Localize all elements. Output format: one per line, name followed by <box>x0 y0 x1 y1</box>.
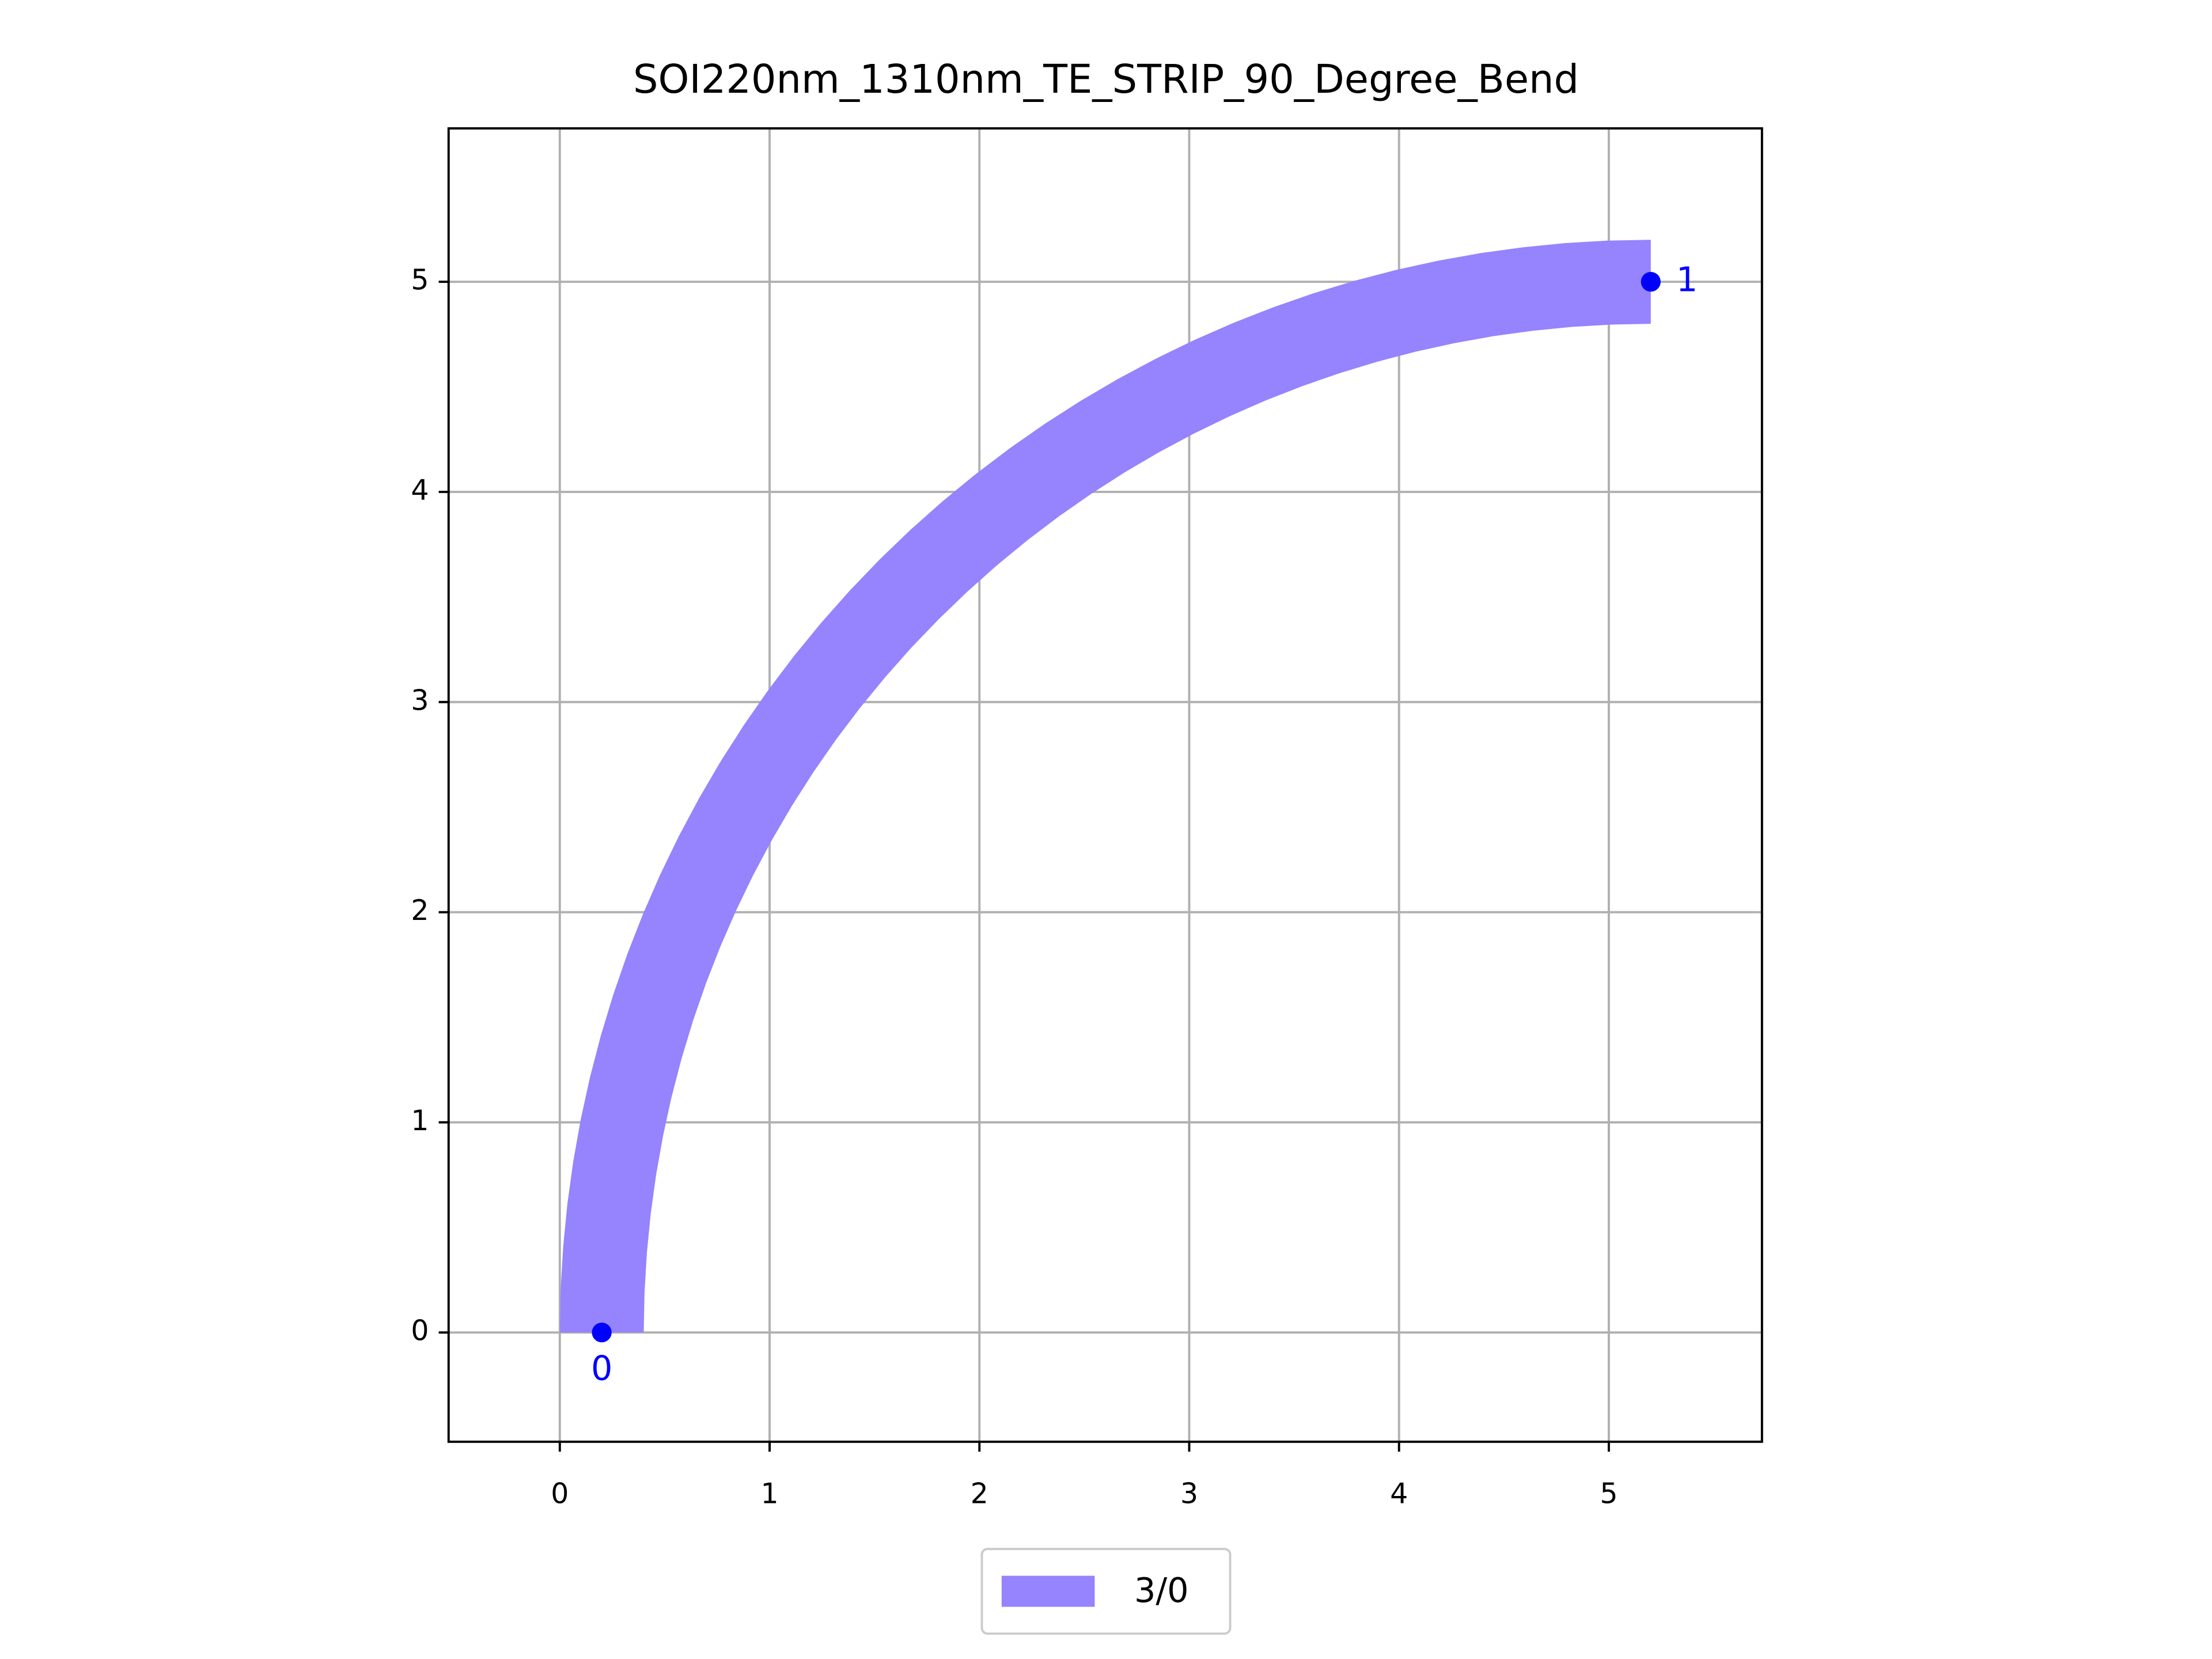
y-tick-label: 0 <box>411 1315 429 1347</box>
chart-title: SOI220nm_1310nm_TE_STRIP_90_Degree_Bend <box>633 56 1579 103</box>
x-tick-label: 3 <box>1180 1477 1198 1510</box>
port-label: 1 <box>1676 259 1698 299</box>
legend-label: 3/0 <box>1134 1570 1189 1610</box>
y-tick-label: 5 <box>411 264 429 297</box>
x-tick-label: 5 <box>1600 1477 1618 1510</box>
y-tick-label: 3 <box>411 684 429 717</box>
x-tick-label: 0 <box>551 1477 569 1510</box>
legend-swatch <box>1001 1575 1095 1607</box>
port-label: 0 <box>591 1348 612 1388</box>
port-marker <box>592 1323 612 1343</box>
axes-frame <box>447 127 1763 1443</box>
legend-box <box>980 1548 1232 1635</box>
x-tick-label: 4 <box>1390 1477 1408 1510</box>
y-tick-label: 1 <box>411 1104 429 1137</box>
x-tick-label: 1 <box>760 1477 778 1510</box>
waveguide <box>559 240 1651 1333</box>
port-marker <box>1641 272 1661 292</box>
x-tick-label: 2 <box>971 1477 988 1510</box>
y-tick-label: 4 <box>411 474 429 506</box>
y-tick-label: 2 <box>411 894 429 927</box>
